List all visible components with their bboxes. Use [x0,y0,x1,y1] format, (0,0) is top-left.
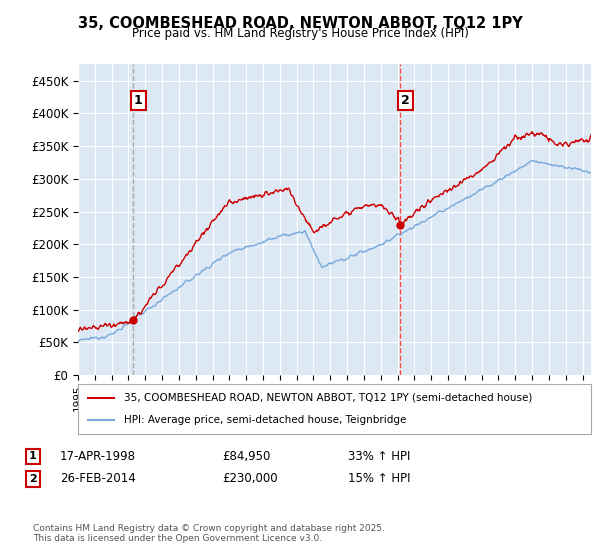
Text: 26-FEB-2014: 26-FEB-2014 [60,472,136,486]
Text: 1: 1 [134,94,143,107]
Text: Price paid vs. HM Land Registry's House Price Index (HPI): Price paid vs. HM Land Registry's House … [131,27,469,40]
Text: 35, COOMBESHEAD ROAD, NEWTON ABBOT, TQ12 1PY (semi-detached house): 35, COOMBESHEAD ROAD, NEWTON ABBOT, TQ12… [124,393,533,403]
Text: 2: 2 [29,474,37,484]
Text: 2: 2 [401,94,410,107]
Text: HPI: Average price, semi-detached house, Teignbridge: HPI: Average price, semi-detached house,… [124,415,407,425]
Text: 35, COOMBESHEAD ROAD, NEWTON ABBOT, TQ12 1PY: 35, COOMBESHEAD ROAD, NEWTON ABBOT, TQ12… [77,16,523,31]
Text: 33% ↑ HPI: 33% ↑ HPI [348,450,410,463]
Text: Contains HM Land Registry data © Crown copyright and database right 2025.
This d: Contains HM Land Registry data © Crown c… [33,524,385,543]
Text: 1: 1 [29,451,37,461]
Text: 15% ↑ HPI: 15% ↑ HPI [348,472,410,486]
Text: £84,950: £84,950 [222,450,271,463]
Text: 17-APR-1998: 17-APR-1998 [60,450,136,463]
Text: £230,000: £230,000 [222,472,278,486]
